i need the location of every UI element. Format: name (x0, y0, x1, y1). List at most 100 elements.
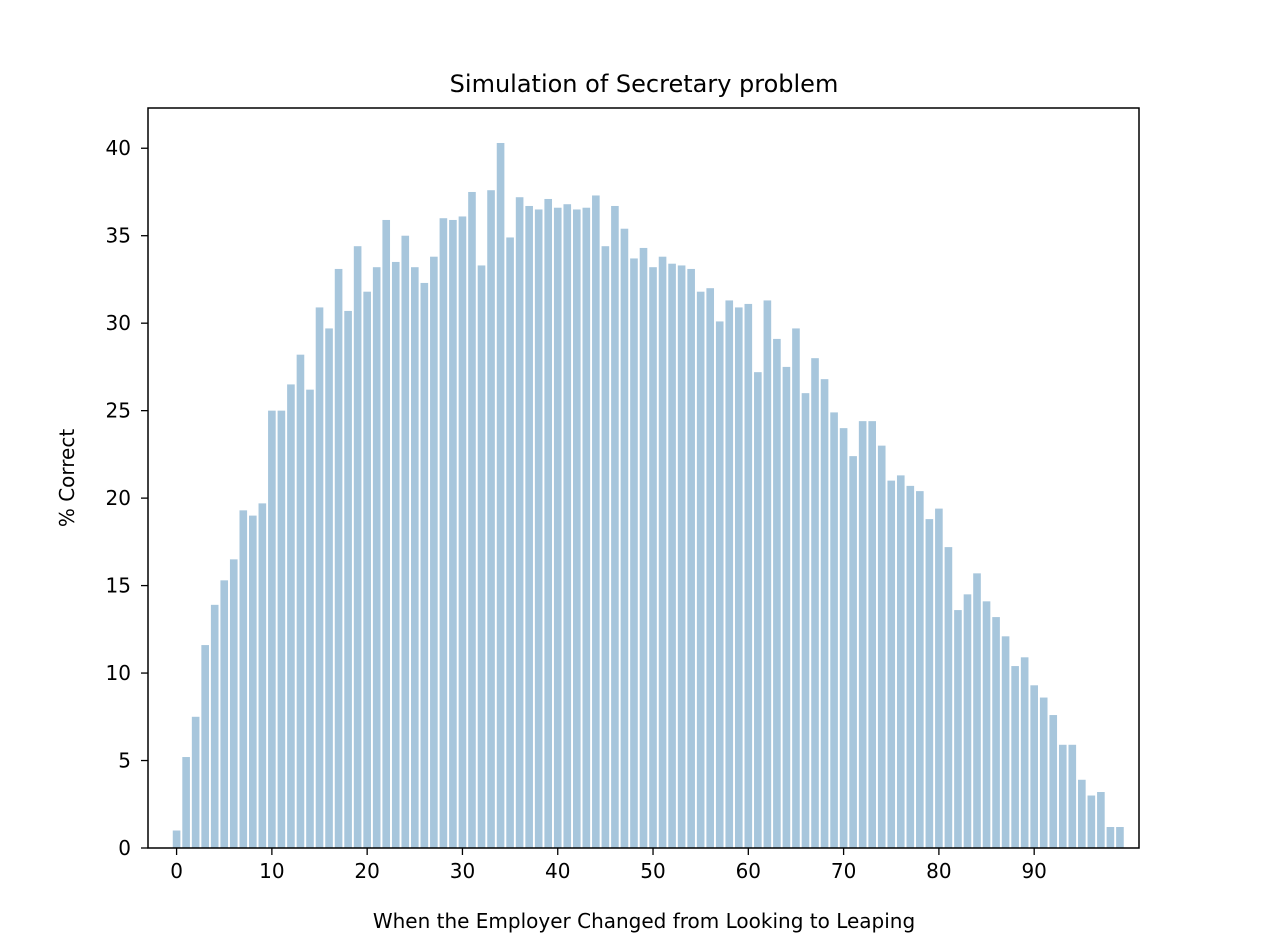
bar-25 (411, 267, 419, 848)
x-tick-label: 60 (736, 859, 761, 883)
bar-80 (935, 508, 943, 848)
bar-85 (982, 601, 991, 848)
bar-58 (725, 300, 734, 848)
y-axis: 0 5 10 15 20 25 30 35 40 (106, 136, 148, 860)
bar-29 (449, 219, 457, 848)
bar-63 (773, 338, 781, 848)
bar-89 (1020, 657, 1029, 848)
bar-22 (382, 219, 391, 848)
bar-78 (916, 491, 924, 848)
bar-36 (515, 197, 524, 849)
bar-73 (868, 421, 876, 848)
bar-55 (696, 291, 705, 848)
bar-18 (344, 310, 352, 848)
bar-30 (458, 216, 467, 848)
bar-35 (506, 237, 514, 848)
bar-10 (268, 410, 276, 848)
bar-96 (1087, 795, 1096, 848)
bar-92 (1049, 715, 1058, 848)
bar-28 (439, 218, 448, 848)
bar-57 (715, 321, 724, 848)
chart-title: Simulation of Secretary problem (450, 70, 839, 98)
bar-40 (553, 207, 562, 849)
x-tick-label: 50 (640, 859, 665, 883)
bar-95 (1078, 779, 1086, 848)
bar-46 (611, 205, 619, 849)
bar-12 (287, 384, 295, 848)
x-tick-label: 70 (831, 859, 856, 883)
x-tick-label: 30 (450, 859, 475, 883)
bar-94 (1068, 744, 1077, 848)
bar-49 (639, 247, 648, 848)
y-tick-label: 30 (106, 311, 131, 335)
bar-44 (592, 195, 600, 849)
bar-14 (306, 389, 314, 848)
bar-2 (191, 716, 200, 848)
bar-39 (544, 198, 553, 849)
x-tick-label: 40 (545, 859, 570, 883)
bar-84 (973, 573, 981, 848)
bar-71 (849, 456, 857, 848)
bar-83 (963, 594, 972, 848)
bar-23 (391, 261, 400, 848)
bar-4 (210, 604, 219, 848)
bar-42 (572, 209, 581, 849)
x-tick-label: 10 (259, 859, 284, 883)
y-tick-label: 5 (118, 749, 131, 773)
bar-34 (496, 142, 505, 849)
bar-5 (220, 580, 229, 848)
bar-48 (630, 258, 638, 848)
bar-26 (420, 282, 429, 848)
bar-15 (315, 307, 324, 848)
y-tick-label: 40 (106, 136, 131, 160)
bar-90 (1030, 685, 1038, 848)
bar-41 (563, 204, 572, 849)
bar-72 (858, 421, 867, 848)
bar-21 (372, 267, 381, 848)
x-tick-label: 20 (354, 859, 379, 883)
bar-99 (1116, 827, 1124, 848)
bar-54 (687, 268, 695, 848)
bar-31 (468, 191, 476, 849)
bar-6 (229, 559, 238, 848)
y-tick-label: 0 (118, 836, 131, 860)
bar-62 (763, 300, 772, 848)
bar-91 (1039, 697, 1048, 848)
bar-7 (239, 510, 248, 848)
bar-75 (887, 480, 896, 848)
bar-61 (754, 372, 762, 848)
bar-74 (877, 445, 886, 848)
bar-38 (534, 209, 543, 849)
bar-17 (334, 268, 343, 848)
bar-67 (811, 358, 819, 848)
bar-19 (353, 246, 362, 848)
bar-76 (896, 475, 905, 848)
bar-16 (325, 328, 333, 848)
bar-77 (906, 485, 915, 848)
bar-70 (839, 428, 848, 848)
bar-52 (668, 263, 676, 848)
bar-79 (925, 519, 934, 848)
x-tick-label: 90 (1021, 859, 1046, 883)
y-tick-label: 10 (106, 661, 131, 685)
bar-13 (296, 354, 305, 848)
bar-69 (830, 412, 838, 848)
bar-97 (1097, 792, 1105, 848)
bar-11 (277, 410, 286, 848)
bar-81 (944, 547, 953, 848)
bar-51 (658, 256, 667, 848)
bar-47 (620, 228, 629, 848)
bar-3 (201, 645, 209, 848)
bar-50 (649, 267, 657, 848)
bar-8 (249, 515, 257, 848)
bar-59 (734, 307, 743, 848)
bar-53 (677, 265, 686, 848)
bar-56 (706, 288, 715, 848)
y-axis-title: % Correct (55, 429, 79, 528)
bar-32 (477, 265, 486, 848)
bar-43 (582, 207, 591, 849)
bar-0 (172, 830, 181, 848)
bar-65 (792, 328, 800, 848)
bar-45 (601, 246, 610, 848)
